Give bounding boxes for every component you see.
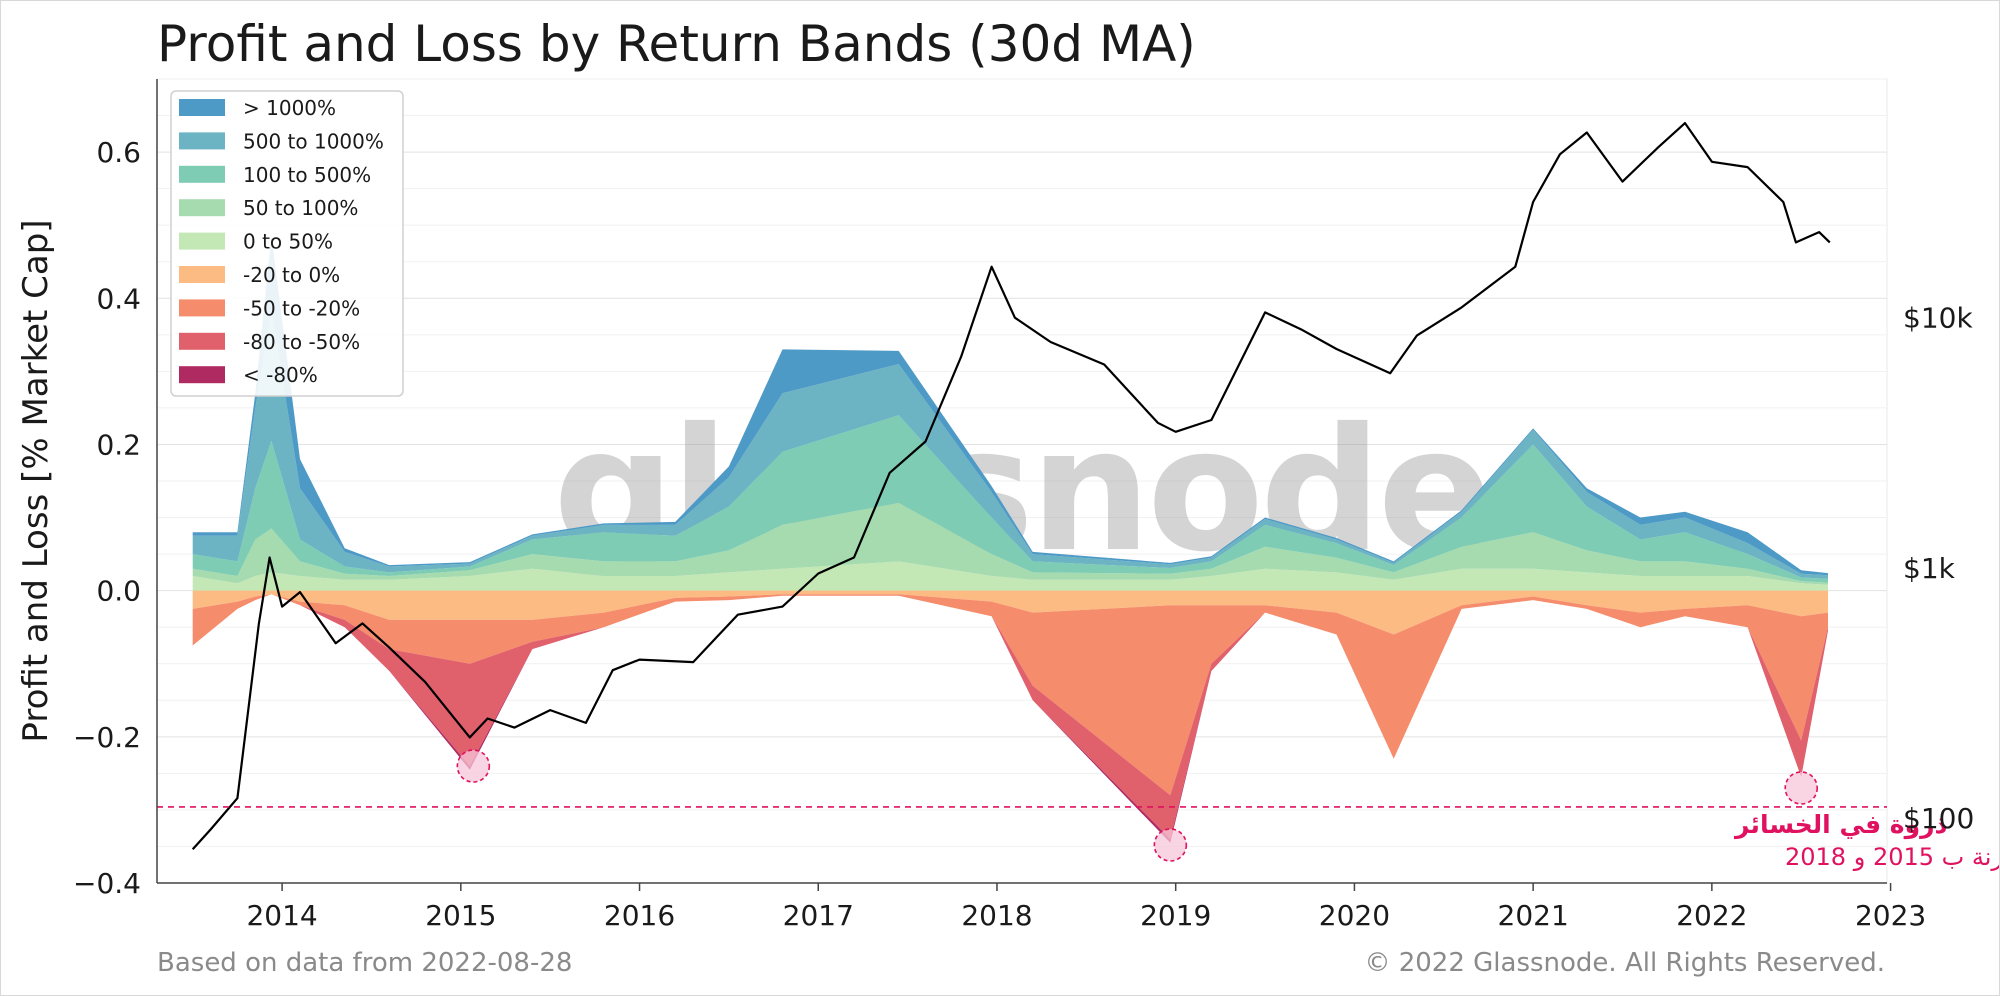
legend-label: -20 to 0% [243,263,340,287]
x-tick-label: 2019 [1140,899,1211,932]
legend-swatch [179,132,225,150]
x-tick-label: 2017 [783,899,854,932]
legend-swatch [179,232,225,250]
footer-copyright: © 2022 Glassnode. All Rights Reserved. [1364,948,1885,978]
x-tick-label: 2020 [1319,899,1390,932]
legend: > 1000% 500 to 1000% 100 to 500% 50 to 100%… [170,90,404,397]
legend-label: < -80% [243,363,318,387]
legend-swatch [179,266,225,283]
y2-tick-label: $10k [1903,302,1973,335]
x-tick-label: 2021 [1498,899,1569,932]
y-tick-label: 0.6 [96,136,141,169]
legend-swatch [179,366,225,384]
y-tick-label: −0.4 [73,867,141,900]
legend-swatch [179,165,225,183]
area-band [192,309,1829,579]
footer-data-date: Based on data from 2022-08-28 [157,948,572,978]
x-tick-label: 2016 [604,899,675,932]
y2-tick-label: $100 [1903,802,1974,835]
x-tick-label: 2014 [246,899,317,932]
price-line [191,122,1831,851]
y2-tick-label: $1k [1903,552,1956,585]
legend-swatch [179,332,225,350]
legend-swatch [179,199,225,217]
legend-box [170,90,404,397]
area-band [192,502,1829,585]
area-band [192,590,1829,635]
annotation-title: ذروة في الخسائر [1733,810,1947,840]
legend-swatch [179,99,225,116]
peak-marker [1153,828,1188,862]
x-tick-label: 2018 [961,899,1032,932]
y-tick-label: 0.4 [96,282,141,315]
y-tick-labels: 0.6 0.4 0.2 0.0 −0.2 −0.4 [73,136,141,900]
area-band [192,415,1829,583]
y-tick-label: −0.2 [73,721,141,754]
annotation-subtitle: بالمقارنة ب 2015 و 2018 [1785,843,1999,871]
area-band [192,594,1829,796]
x-tick-label: 2015 [425,899,496,932]
y-tick-label: 0.0 [96,575,141,608]
legend-label: 500 to 1000% [243,129,384,153]
peak-marker [456,749,491,783]
legend-label: -80 to -50% [243,330,360,354]
area-band [192,561,1829,591]
axes [156,79,1887,884]
x-tick-labels: 2014 2015 2016 2017 2018 2019 2020 2021 2022 2023 [246,883,1926,932]
legend-label: 0 to 50% [243,230,333,254]
x-tick-label: 2022 [1676,899,1747,932]
chart-title: Profit and Loss by Return Bands (30d MA) [157,15,1196,73]
y-axis-label: Profit and Loss [% Market Cap] [16,219,56,742]
legend-label: -50 to -20% [243,296,360,320]
legend-swatch [179,299,225,317]
legend-label: 50 to 100% [243,196,358,220]
price-line-group [191,122,1831,851]
return-band-areas [192,236,1829,843]
peak-marker [1784,771,1819,805]
x-tick-label: 2023 [1855,899,1926,932]
legend-label: 100 to 500% [243,163,371,187]
y-tick-label: 0.2 [96,428,141,461]
annotation-group: ذروة في الخسائر بالمقارنة ب 2015 و 2018 [157,749,1999,871]
legend-label: > 1000% [243,96,336,120]
y2-tick-labels: $10k $1k $100 [1903,302,1974,835]
